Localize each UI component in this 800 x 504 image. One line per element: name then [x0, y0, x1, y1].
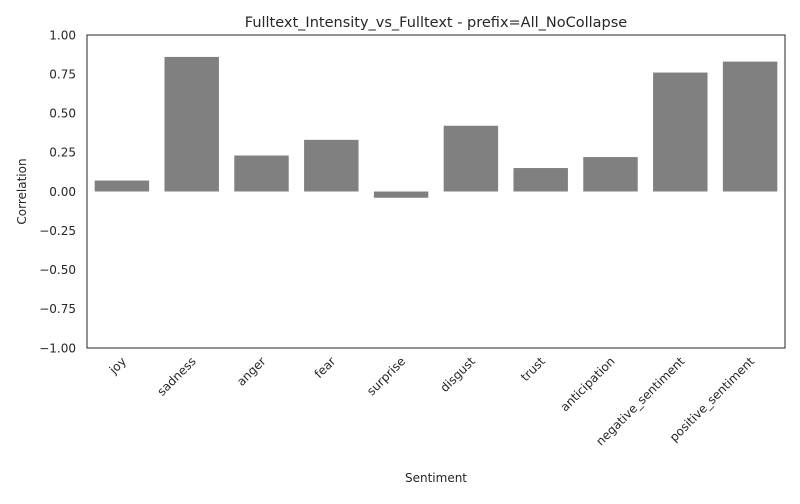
x-tick-label-disgust: disgust [437, 354, 478, 395]
x-tick-label-joy: joy [106, 354, 129, 377]
bar-joy [94, 180, 150, 192]
plot-frame [86, 34, 786, 349]
y-ticks-group: −1.00 −0.75 −0.50 −0.25 0.00 0.25 0.50 0.75 1.00 [39, 28, 76, 355]
bar-anticipation [583, 157, 638, 192]
x-tick-label-trust: trust [518, 354, 548, 384]
bar-anger [234, 155, 289, 192]
bar-fear [304, 139, 359, 192]
y-tick-label: −1.00 [39, 341, 76, 355]
y-tick-label: 0.75 [49, 67, 76, 81]
y-tick-label: 1.00 [49, 28, 76, 42]
x-ticks-group: joy sadness anger fear surprise disgust trust a… [106, 354, 758, 448]
y-tick-label: 0.00 [49, 185, 76, 199]
bars-group [94, 56, 778, 198]
bar-positive-sentiment [722, 61, 778, 192]
y-axis-label: Correlation [15, 158, 29, 224]
y-tick-label: 0.50 [49, 107, 76, 121]
x-tick-label-surprise: surprise [364, 354, 408, 398]
bar-disgust [443, 125, 499, 192]
y-tick-label: −0.25 [39, 224, 76, 238]
bar-negative-sentiment [653, 72, 708, 192]
x-tick-label-sadness: sadness [154, 354, 198, 398]
x-tick-label-anger: anger [234, 354, 269, 389]
y-tick-label: −0.75 [39, 302, 76, 316]
x-tick-label-fear: fear [312, 354, 339, 381]
y-tick-label: −0.50 [39, 263, 76, 277]
bar-surprise [373, 191, 429, 198]
bar-sadness [164, 56, 219, 192]
y-tick-label: 0.25 [49, 146, 76, 160]
x-axis-label: Sentiment [405, 471, 467, 485]
x-tick-label-anticipation: anticipation [558, 354, 618, 414]
bar-trust [513, 168, 568, 192]
chart-title: Fulltext_Intensity_vs_Fulltext - prefix=… [245, 15, 628, 31]
